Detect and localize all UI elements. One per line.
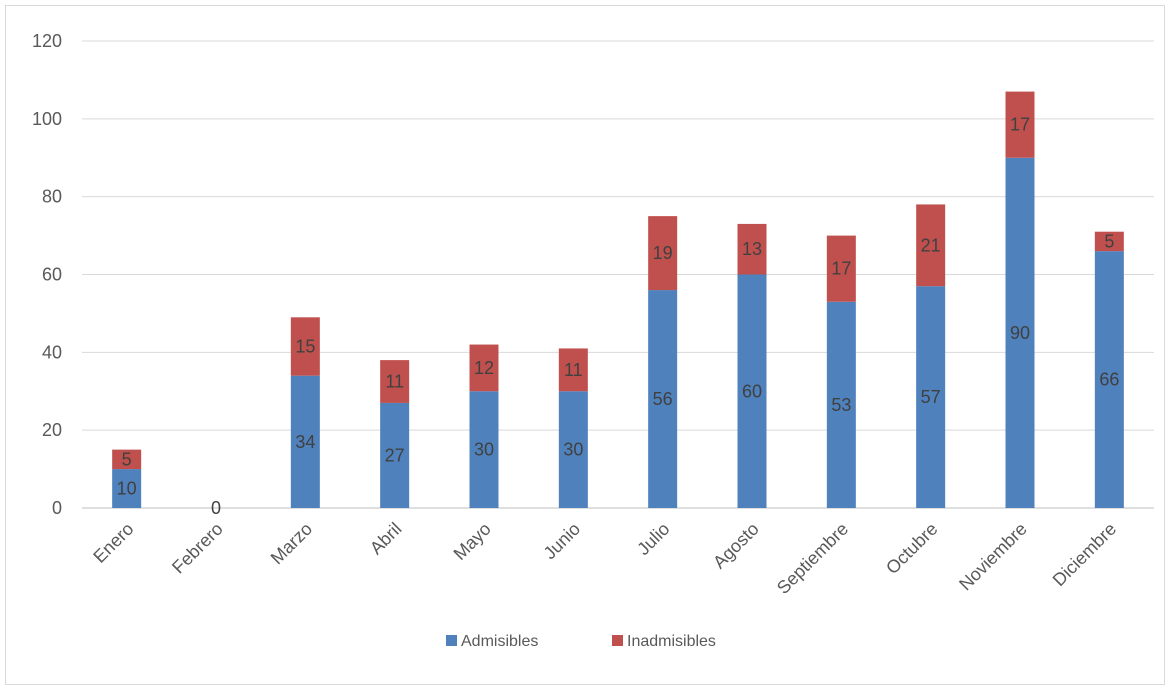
x-tick-label: Julio <box>633 519 673 559</box>
bar-inadmisibles <box>1005 91 1035 158</box>
x-tick-label: Septiembre <box>773 519 852 598</box>
legend-swatch-admisibles <box>446 635 457 646</box>
legend-label-admisibles: Admisibles <box>461 633 538 650</box>
gridlines <box>82 40 1154 509</box>
x-tick-label: Diciembre <box>1049 519 1120 590</box>
y-tick-label: 60 <box>42 265 62 285</box>
y-tick-label: 40 <box>42 342 62 362</box>
x-tick-label: Junio <box>540 519 585 564</box>
bar-inadmisibles <box>380 360 410 403</box>
x-tick-label: Noviembre <box>955 519 1031 595</box>
x-tick-label: Abril <box>366 519 406 559</box>
legend-label-inadmisibles: Inadmisibles <box>627 633 716 650</box>
data-label-inadmisibles: 17 <box>1010 115 1030 135</box>
x-tick-label: Enero <box>89 519 137 567</box>
bar-admisibles <box>290 375 320 508</box>
data-label-admisibles: 57 <box>921 387 941 407</box>
data-label-inadmisibles: 11 <box>385 372 404 392</box>
bar-admisibles <box>737 274 767 508</box>
bar-admisibles <box>558 391 588 508</box>
y-axis-ticks: 0 20 40 60 80 100 120 <box>32 31 62 518</box>
y-tick-label: 20 <box>42 420 62 440</box>
data-label-inadmisibles: 11 <box>564 360 583 380</box>
bar-inadmisibles <box>737 223 767 275</box>
x-tick-label: Agosto <box>709 519 763 573</box>
bar-admisibles <box>916 286 946 508</box>
bar-inadmisibles <box>112 449 142 470</box>
bar-admisibles <box>1005 157 1035 508</box>
data-label-inadmisibles: 13 <box>742 239 762 259</box>
data-label-admisibles: 60 <box>742 381 762 401</box>
data-label-admisibles: 0 <box>211 498 221 518</box>
data-label-inadmisibles: 21 <box>921 235 941 255</box>
bar-inadmisibles <box>648 216 678 291</box>
y-tick-label: 80 <box>42 187 62 207</box>
bar-admisibles <box>469 391 499 508</box>
data-label-admisibles: 56 <box>653 389 673 409</box>
x-tick-label: Marzo <box>267 519 317 569</box>
data-label-inadmisibles: 17 <box>831 259 851 279</box>
data-label-inadmisibles: 5 <box>1104 231 1114 251</box>
bar-admisibles <box>112 469 142 508</box>
data-labels: 10 5 0 34 15 27 11 30 12 30 11 56 19 60 13 53 17 57 21 90 17… <box>117 115 1120 518</box>
x-axis-ticks: Enero Febrero Marzo Abril Mayo Junio Julio Agos… <box>89 519 1120 598</box>
bar-inadmisibles <box>1094 231 1124 252</box>
data-label-admisibles: 30 <box>474 440 494 460</box>
x-tick-label: Mayo <box>450 519 495 564</box>
data-label-admisibles: 90 <box>1010 323 1030 343</box>
bars <box>112 91 1124 508</box>
data-label-admisibles: 66 <box>1099 370 1119 390</box>
bar-inadmisibles <box>558 348 588 392</box>
legend: Admisibles Inadmisibles <box>446 633 716 650</box>
bar-admisibles <box>1094 251 1124 508</box>
data-label-admisibles: 10 <box>117 479 137 499</box>
bar-admisibles <box>380 402 410 508</box>
data-label-inadmisibles: 5 <box>122 449 132 469</box>
y-tick-label: 120 <box>32 31 62 51</box>
data-label-admisibles: 34 <box>295 432 315 452</box>
bar-inadmisibles <box>826 235 856 302</box>
data-label-inadmisibles: 19 <box>653 243 673 263</box>
x-tick-label: Octubre <box>882 519 941 578</box>
data-label-admisibles: 53 <box>831 395 851 415</box>
y-tick-label: 0 <box>52 498 62 518</box>
bar-inadmisibles <box>469 344 499 392</box>
data-label-admisibles: 27 <box>385 445 405 465</box>
y-tick-label: 100 <box>32 109 62 129</box>
legend-swatch-inadmisibles <box>612 635 623 646</box>
x-tick-label: Febrero <box>168 519 227 578</box>
bar-inadmisibles <box>916 204 946 287</box>
data-label-admisibles: 30 <box>563 440 583 460</box>
bar-admisibles <box>826 301 856 508</box>
data-label-inadmisibles: 12 <box>474 358 494 378</box>
data-label-inadmisibles: 15 <box>295 336 315 356</box>
bar-admisibles <box>648 290 678 508</box>
bar-inadmisibles <box>290 317 320 376</box>
